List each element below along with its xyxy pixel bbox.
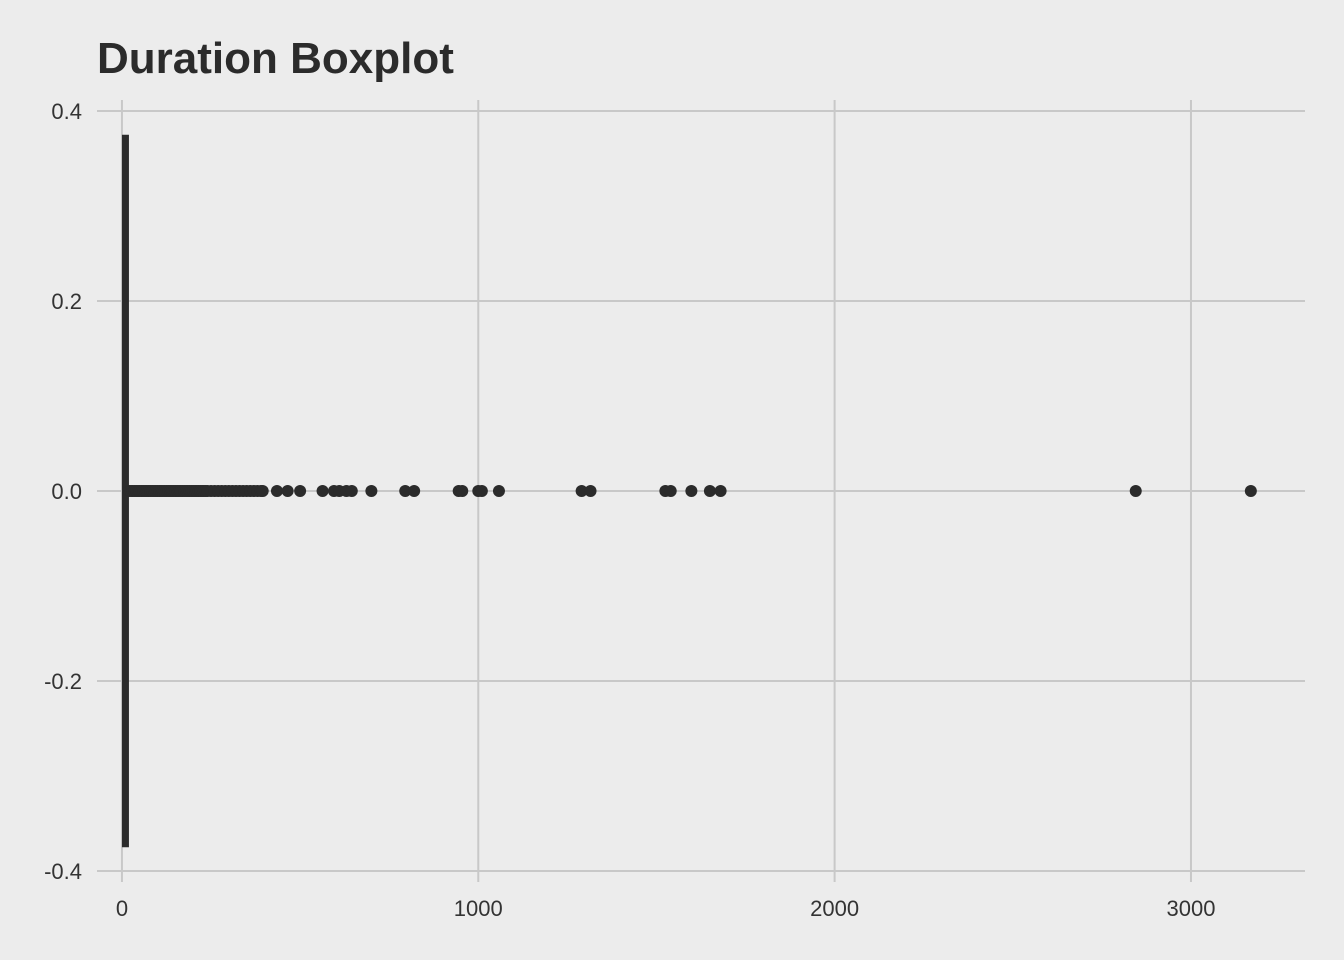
outlier-point xyxy=(664,485,677,497)
outlier-point xyxy=(316,485,329,497)
outlier-point xyxy=(345,485,358,497)
outlier-point xyxy=(492,485,505,497)
outlier-point xyxy=(575,485,588,497)
x-tick-label: 0 xyxy=(116,896,128,921)
outlier-point xyxy=(1244,485,1257,497)
outlier-point xyxy=(408,485,421,497)
y-tick-label: 0.0 xyxy=(51,479,82,504)
y-tick-label: 0.2 xyxy=(51,289,82,314)
outlier-point xyxy=(294,485,307,497)
outlier-point xyxy=(475,485,488,497)
outlier-point xyxy=(270,485,283,497)
outlier-points xyxy=(123,485,1257,497)
tick-labels: 0.4 0.2 0.0 -0.2 -0.4 0 1000 2000 3000 xyxy=(44,99,1215,921)
outlier-point xyxy=(1129,485,1142,497)
outlier-point xyxy=(714,485,727,497)
outlier-point xyxy=(456,485,469,497)
x-tick-label: 3000 xyxy=(1166,896,1215,921)
outlier-point xyxy=(584,485,597,497)
outlier-point xyxy=(256,485,269,497)
x-tick-label: 2000 xyxy=(810,896,859,921)
y-tick-label: -0.2 xyxy=(44,669,82,694)
outlier-point xyxy=(365,485,378,497)
outlier-point xyxy=(685,485,698,497)
chart-title: Duration Boxplot xyxy=(97,34,454,83)
outlier-point xyxy=(281,485,294,497)
x-tick-label: 1000 xyxy=(454,896,503,921)
y-tick-label: 0.4 xyxy=(51,99,82,124)
outlier-point xyxy=(703,485,716,497)
y-tick-label: -0.4 xyxy=(44,859,82,884)
outlier-point xyxy=(399,485,412,497)
